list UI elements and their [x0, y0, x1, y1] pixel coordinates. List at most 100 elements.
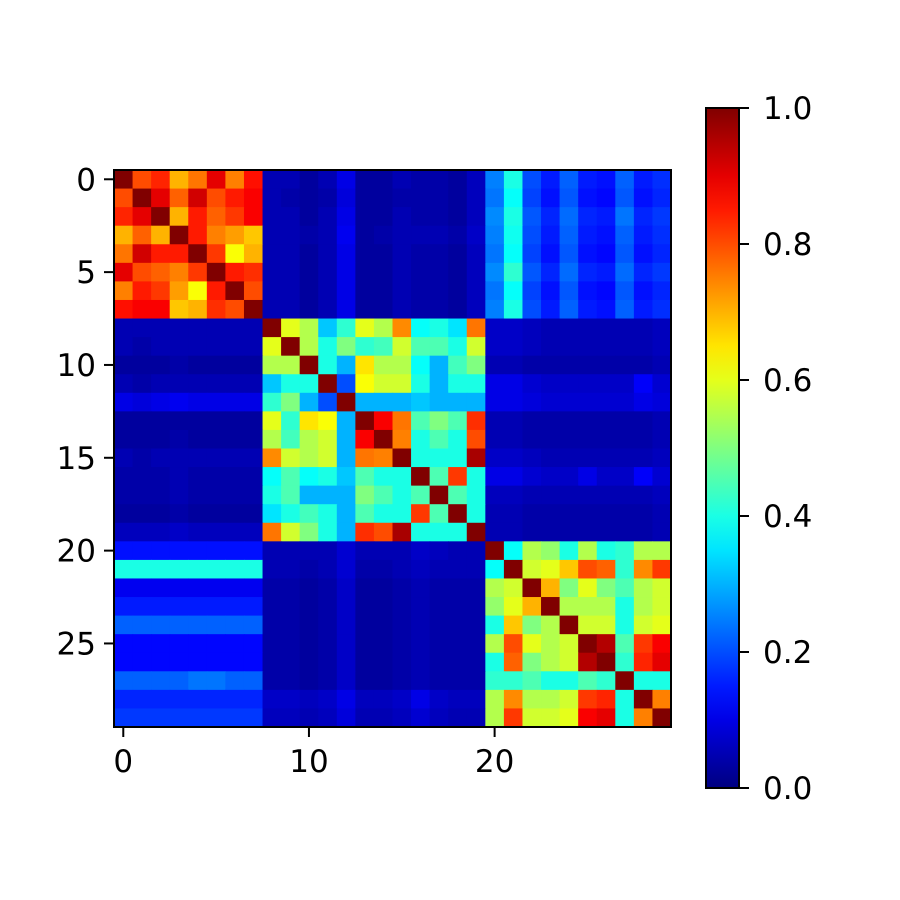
- heatmap-cell: [503, 652, 524, 672]
- heatmap-cell: [411, 225, 431, 245]
- heatmap-cell: [615, 541, 635, 561]
- heatmap-cell: [114, 392, 134, 412]
- heatmap-cell: [262, 689, 282, 710]
- heatmap-cell: [132, 429, 152, 450]
- heatmap-cell: [633, 262, 654, 282]
- heatmap-cell: [355, 504, 375, 524]
- heatmap-cell: [169, 559, 189, 580]
- heatmap-cell: [243, 467, 264, 487]
- heatmap-cell: [336, 485, 356, 505]
- heatmap-cell: [281, 281, 301, 301]
- heatmap-cell: [206, 559, 226, 580]
- heatmap-cell: [522, 467, 542, 487]
- heatmap-cell: [633, 411, 654, 431]
- heatmap-cell: [652, 504, 672, 524]
- heatmap-cell: [429, 281, 449, 301]
- heatmap-cell: [243, 262, 264, 282]
- heatmap-cell: [169, 615, 189, 635]
- heatmap-cell: [411, 170, 431, 190]
- heatmap-cell: [615, 689, 635, 710]
- heatmap-cell: [522, 578, 542, 598]
- heatmap-cell: [114, 541, 134, 561]
- heatmap-cell: [652, 652, 672, 672]
- heatmap-cell: [151, 485, 171, 505]
- heatmap-cell: [615, 281, 635, 301]
- heatmap-cell: [336, 374, 356, 394]
- heatmap-cell: [578, 597, 598, 617]
- heatmap-cell: [299, 262, 319, 282]
- heatmap-cell: [299, 281, 319, 301]
- heatmap-cell: [262, 355, 282, 375]
- heatmap-cell: [262, 671, 282, 691]
- heatmap-cell: [633, 708, 654, 728]
- heatmap-cell: [373, 207, 394, 227]
- heatmap-cell: [559, 374, 579, 394]
- heatmap-cell: [596, 411, 616, 431]
- heatmap-cell: [225, 299, 245, 320]
- heatmap-cell: [466, 262, 486, 282]
- y-tick-label: 25: [57, 626, 96, 662]
- heatmap-cell: [411, 689, 431, 710]
- colorbar-tick-label: 0.2: [763, 635, 812, 671]
- heatmap-cell: [448, 244, 468, 264]
- heatmap-cell: [522, 689, 542, 710]
- heatmap-cell: [262, 374, 282, 394]
- heatmap-cell: [114, 318, 134, 338]
- heatmap-cell: [114, 559, 134, 580]
- heatmap-cell: [578, 689, 598, 710]
- heatmap-cell: [188, 411, 208, 431]
- heatmap-cell: [578, 634, 598, 654]
- heatmap-cell: [578, 299, 598, 320]
- heatmap-cell: [503, 671, 524, 691]
- heatmap-cell: [503, 522, 524, 542]
- heatmap-cell: [243, 207, 264, 227]
- heatmap-cell: [206, 615, 226, 635]
- heatmap-cell: [262, 652, 282, 672]
- heatmap-cell: [559, 337, 579, 357]
- heatmap-cell: [615, 504, 635, 524]
- heatmap-cell: [188, 578, 208, 598]
- heatmap-cell: [392, 318, 412, 338]
- heatmap-cell: [411, 429, 431, 450]
- heatmap-cell: [169, 262, 189, 282]
- heatmap-cell: [151, 429, 171, 450]
- heatmap-cell: [299, 634, 319, 654]
- heatmap-cell: [318, 615, 338, 635]
- heatmap-cell: [615, 634, 635, 654]
- heatmap-cell: [448, 429, 468, 450]
- colorbar-tick-label: 0.8: [763, 227, 812, 263]
- heatmap-cell: [652, 392, 672, 412]
- heatmap-cell: [485, 634, 505, 654]
- heatmap-cell: [448, 355, 468, 375]
- heatmap-cell: [281, 689, 301, 710]
- heatmap-cell: [188, 485, 208, 505]
- heatmap-cell: [373, 429, 394, 450]
- heatmap-cell: [503, 541, 524, 561]
- heatmap-cell: [503, 467, 524, 487]
- heatmap-cell: [541, 207, 561, 227]
- heatmap-cell: [522, 708, 542, 728]
- heatmap-cell: [541, 170, 561, 190]
- heatmap-cell: [243, 281, 264, 301]
- heatmap-cell: [355, 299, 375, 320]
- heatmap-cell: [448, 467, 468, 487]
- heatmap-cell: [206, 522, 226, 542]
- heatmap-cell: [243, 652, 264, 672]
- heatmap-cell: [559, 504, 579, 524]
- heatmap-cell: [281, 578, 301, 598]
- heatmap-cell: [466, 708, 486, 728]
- heatmap-cell: [243, 597, 264, 617]
- heatmap-cell: [206, 262, 226, 282]
- heatmap-cell: [373, 559, 394, 580]
- heatmap-cell: [336, 634, 356, 654]
- heatmap-cell: [503, 170, 524, 190]
- heatmap-cell: [429, 244, 449, 264]
- heatmap-cell: [206, 578, 226, 598]
- heatmap-cell: [373, 374, 394, 394]
- colorbar-tick-label: 0.0: [763, 771, 812, 807]
- heatmap-cell: [503, 355, 524, 375]
- heatmap-cell: [243, 392, 264, 412]
- heatmap-cell: [578, 578, 598, 598]
- heatmap-cell: [392, 188, 412, 208]
- heatmap-cell: [188, 708, 208, 728]
